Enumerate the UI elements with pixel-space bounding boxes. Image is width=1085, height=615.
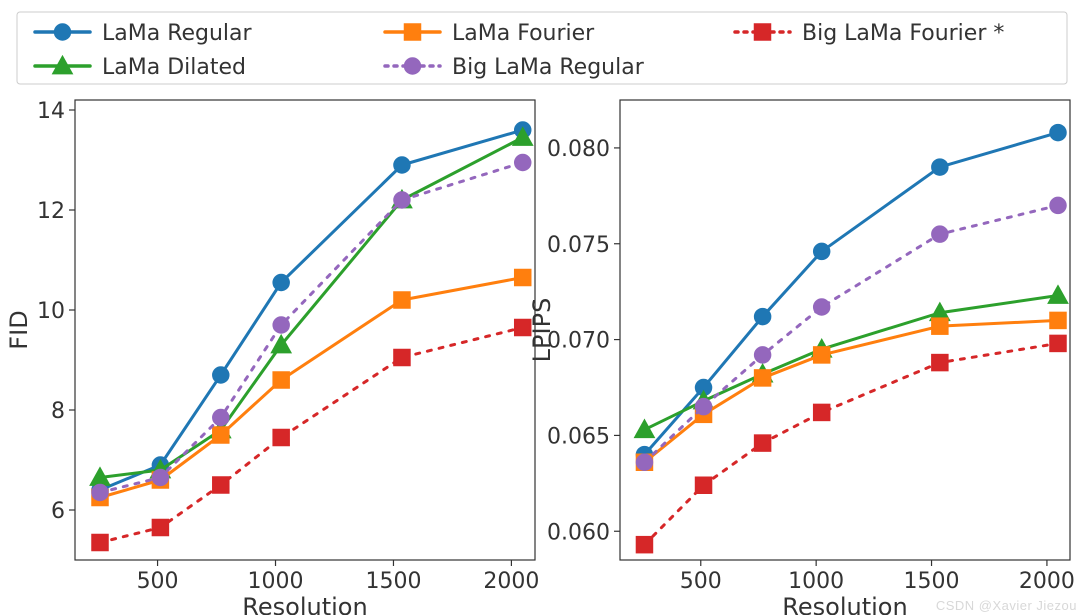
legend-label: LaMa Fourier — [452, 21, 595, 46]
series-marker-lama_fourier — [394, 292, 410, 308]
series-marker-lama_regular — [814, 243, 830, 259]
series-marker-big_lama_regular — [755, 347, 771, 363]
xlabel: Resolution — [782, 593, 907, 615]
series-marker-lama_fourier — [755, 370, 771, 386]
legend-label: Big LaMa Regular — [452, 55, 645, 80]
series-marker-big_lama_fourier — [755, 435, 771, 451]
series-marker-big_lama_fourier — [273, 430, 289, 446]
legend-label: Big LaMa Fourier * — [802, 21, 1004, 46]
series-marker-big_lama_regular — [1050, 197, 1066, 213]
series-marker-big_lama_fourier — [394, 350, 410, 366]
ytick-label: 12 — [37, 199, 65, 224]
series-marker-big_lama_regular — [932, 226, 948, 242]
ytick-label: 0.075 — [547, 233, 610, 258]
series-marker-lama_regular — [394, 157, 410, 173]
series-marker-big_lama_regular — [152, 470, 168, 486]
xtick-label: 2000 — [1019, 569, 1075, 594]
ylabel: FID — [5, 310, 33, 349]
ytick-label: 10 — [37, 299, 65, 324]
ytick-label: 0.060 — [547, 520, 610, 545]
xlabel: Resolution — [242, 593, 367, 615]
series-marker-lama_fourier — [814, 347, 830, 363]
xtick-label: 1000 — [788, 569, 844, 594]
ytick-label: 0.080 — [547, 137, 610, 162]
series-marker-big_lama_regular — [273, 317, 289, 333]
series-marker-big_lama_fourier — [1050, 335, 1066, 351]
series-marker-big_lama_regular — [696, 399, 712, 415]
series-marker-big_lama_fourier — [814, 404, 830, 420]
legend-label: LaMa Regular — [102, 21, 253, 46]
series-marker-big_lama_regular — [636, 454, 652, 470]
chart-figure: LaMa Regular LaMa Dilated LaMa Fourier Big … — [0, 0, 1085, 615]
watermark-text: CSDN @Xavier Jiezou — [936, 598, 1077, 613]
ytick-label: 8 — [51, 399, 65, 424]
xtick-label: 1500 — [365, 569, 421, 594]
ytick-label: 14 — [37, 99, 65, 124]
xtick-label: 500 — [137, 569, 179, 594]
ylabel: LPIPS — [528, 298, 556, 363]
xtick-label: 2000 — [483, 569, 539, 594]
series-marker-big_lama_fourier — [152, 520, 168, 536]
series-marker-lama_fourier — [515, 270, 531, 286]
series-marker-big_lama_fourier — [636, 537, 652, 553]
series-marker-big_lama_fourier — [213, 477, 229, 493]
xtick-label: 1500 — [904, 569, 960, 594]
series-marker-big_lama_fourier — [932, 355, 948, 371]
series-marker-big_lama_regular — [814, 299, 830, 315]
series-marker-lama_regular — [1050, 125, 1066, 141]
series-marker-lama_fourier — [273, 372, 289, 388]
xtick-label: 1000 — [248, 569, 304, 594]
series-marker-big_lama_regular — [394, 192, 410, 208]
series-marker-big_lama_regular — [92, 485, 108, 501]
xtick-label: 500 — [680, 569, 722, 594]
series-marker-lama_regular — [755, 309, 771, 325]
series-marker-lama_regular — [932, 159, 948, 175]
legend-label: LaMa Dilated — [102, 55, 246, 80]
series-marker-lama_fourier — [932, 318, 948, 334]
series-marker-lama_regular — [213, 367, 229, 383]
series-marker-big_lama_regular — [515, 155, 531, 171]
series-marker-big_lama_regular — [213, 410, 229, 426]
series-marker-lama_fourier — [1050, 312, 1066, 328]
ytick-label: 0.065 — [547, 424, 610, 449]
legend: LaMa Regular LaMa Dilated LaMa Fourier Big … — [17, 12, 1067, 84]
ytick-label: 0.070 — [547, 329, 610, 354]
ytick-label: 6 — [51, 499, 65, 524]
series-marker-lama_fourier — [213, 427, 229, 443]
series-marker-big_lama_fourier — [696, 477, 712, 493]
series-marker-lama_regular — [273, 275, 289, 291]
series-marker-big_lama_fourier — [92, 535, 108, 551]
chart-svg: LaMa Regular LaMa Dilated LaMa Fourier Big … — [0, 0, 1085, 615]
